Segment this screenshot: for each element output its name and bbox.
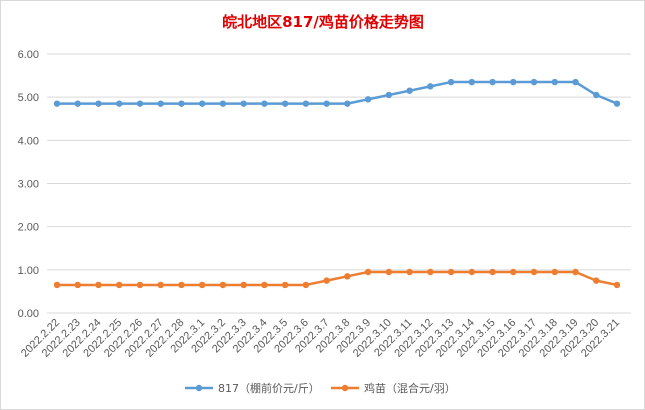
legend: 817（棚前价元/斤） 鸡苗（混合元/羽） (185, 381, 456, 395)
data-point (95, 100, 102, 107)
y-tick-label: 3.00 (18, 179, 39, 191)
data-point (53, 281, 61, 289)
y-tick-label: 6.00 (18, 49, 39, 61)
data-point (323, 100, 330, 107)
data-point (219, 100, 227, 107)
y-tick-label: 4.00 (18, 135, 39, 147)
data-point (95, 281, 102, 289)
legend-marker (341, 384, 349, 392)
legend-label: 817（棚前价元/斤） (218, 381, 320, 395)
data-point (198, 281, 206, 289)
x-axis-ticks: 2022.2.222022.2.232022.2.242022.2.252022… (19, 317, 622, 360)
data-point (116, 281, 123, 289)
y-tick-label: 5.00 (18, 92, 39, 104)
series-line (55, 270, 619, 287)
data-point (281, 100, 289, 107)
chart-title: 皖北地区817/鸡苗价格走势图 (222, 13, 424, 31)
data-point (261, 100, 268, 107)
data-point (551, 268, 558, 276)
data-point (427, 83, 434, 90)
series-line (55, 80, 619, 105)
data-point (593, 91, 600, 99)
data-point (116, 100, 123, 107)
data-point (74, 281, 81, 289)
data-point (281, 281, 289, 289)
data-point (613, 100, 621, 107)
data-point (178, 281, 185, 289)
data-point (136, 100, 144, 107)
data-point (613, 281, 621, 289)
data-point (240, 100, 247, 107)
y-axis-ticks: 0.00 1.00 2.00 3.00 4.00 5.00 6.00 (18, 49, 39, 320)
y-tick-label: 0.00 (18, 308, 39, 320)
data-point (510, 78, 517, 86)
data-point (364, 96, 372, 103)
data-point (489, 268, 496, 276)
legend-marker (195, 384, 203, 392)
data-point (344, 273, 351, 280)
data-point (447, 268, 455, 276)
data-point (551, 78, 558, 86)
data-point (593, 277, 600, 284)
data-point (157, 281, 164, 289)
series-group (53, 78, 621, 289)
data-point (198, 100, 206, 107)
series-2 (53, 268, 621, 289)
data-point (572, 78, 579, 86)
data-point (447, 78, 455, 86)
data-point (157, 100, 164, 107)
data-point (53, 100, 61, 107)
data-point (74, 100, 81, 107)
data-point (302, 281, 310, 289)
data-point (468, 268, 476, 276)
y-tick-label: 1.00 (18, 265, 39, 277)
legend-item: 鸡苗（混合元/羽） (331, 381, 456, 395)
data-point (240, 281, 247, 289)
data-point (406, 268, 413, 276)
data-point (530, 268, 538, 276)
series-1 (53, 78, 621, 107)
data-point (178, 100, 185, 107)
data-point (261, 281, 268, 289)
data-point (385, 91, 393, 99)
legend-label: 鸡苗（混合元/羽） (364, 381, 456, 395)
data-point (323, 277, 330, 284)
data-point (530, 78, 538, 86)
data-point (364, 268, 372, 276)
data-point (489, 78, 496, 86)
data-point (219, 281, 227, 289)
data-point (406, 87, 413, 94)
data-point (385, 268, 393, 276)
data-point (572, 268, 579, 276)
grid (47, 53, 631, 314)
data-point (302, 100, 310, 107)
data-point (344, 100, 351, 107)
y-tick-label: 2.00 (18, 222, 39, 234)
legend-item: 817（棚前价元/斤） (185, 381, 320, 395)
data-point (468, 78, 476, 86)
data-point (510, 268, 517, 276)
data-point (136, 281, 144, 289)
data-point (427, 268, 434, 276)
